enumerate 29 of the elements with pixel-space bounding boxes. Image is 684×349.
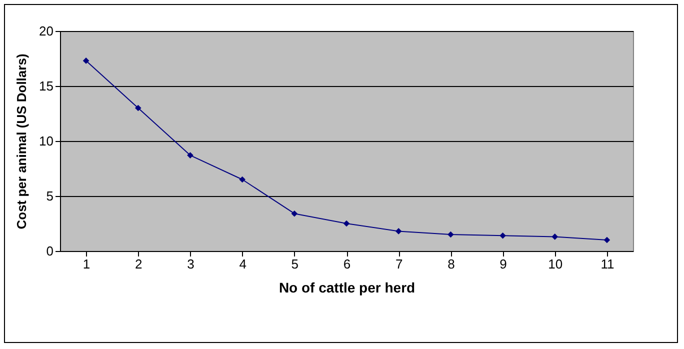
point xyxy=(395,228,402,234)
y-tick-label: 5 xyxy=(46,188,54,204)
point xyxy=(604,236,610,244)
point xyxy=(187,152,194,158)
x-tick-label: 3 xyxy=(187,256,194,272)
x-tick-label: 8 xyxy=(448,256,455,272)
point xyxy=(343,220,350,227)
point xyxy=(500,232,506,239)
point xyxy=(239,176,246,183)
y-tick-label: 20 xyxy=(39,24,54,38)
y-tick-label: 10 xyxy=(39,134,54,148)
point xyxy=(291,210,298,217)
x-tick-label: 1 xyxy=(82,256,90,272)
x-tick-label: 9 xyxy=(500,256,507,272)
x-axis-title: No of cattle per herd xyxy=(278,280,416,296)
x-tick-label: 7 xyxy=(395,256,403,272)
x-tick-label: 5 xyxy=(291,256,299,272)
x-tick-label: 6 xyxy=(343,256,351,272)
point xyxy=(448,231,454,238)
y-axis-title: Cost per animal (US Dollars) xyxy=(14,54,30,230)
x-tick-label: 10 xyxy=(548,256,563,272)
point xyxy=(82,58,90,64)
x-tick-label: 11 xyxy=(600,256,614,272)
point xyxy=(552,234,558,240)
point xyxy=(134,104,142,112)
y-tick-label: 0 xyxy=(46,244,54,258)
y-tick-label: 15 xyxy=(39,78,54,94)
x-tick-label: 4 xyxy=(239,256,246,272)
x-tick-label: 2 xyxy=(135,256,142,272)
